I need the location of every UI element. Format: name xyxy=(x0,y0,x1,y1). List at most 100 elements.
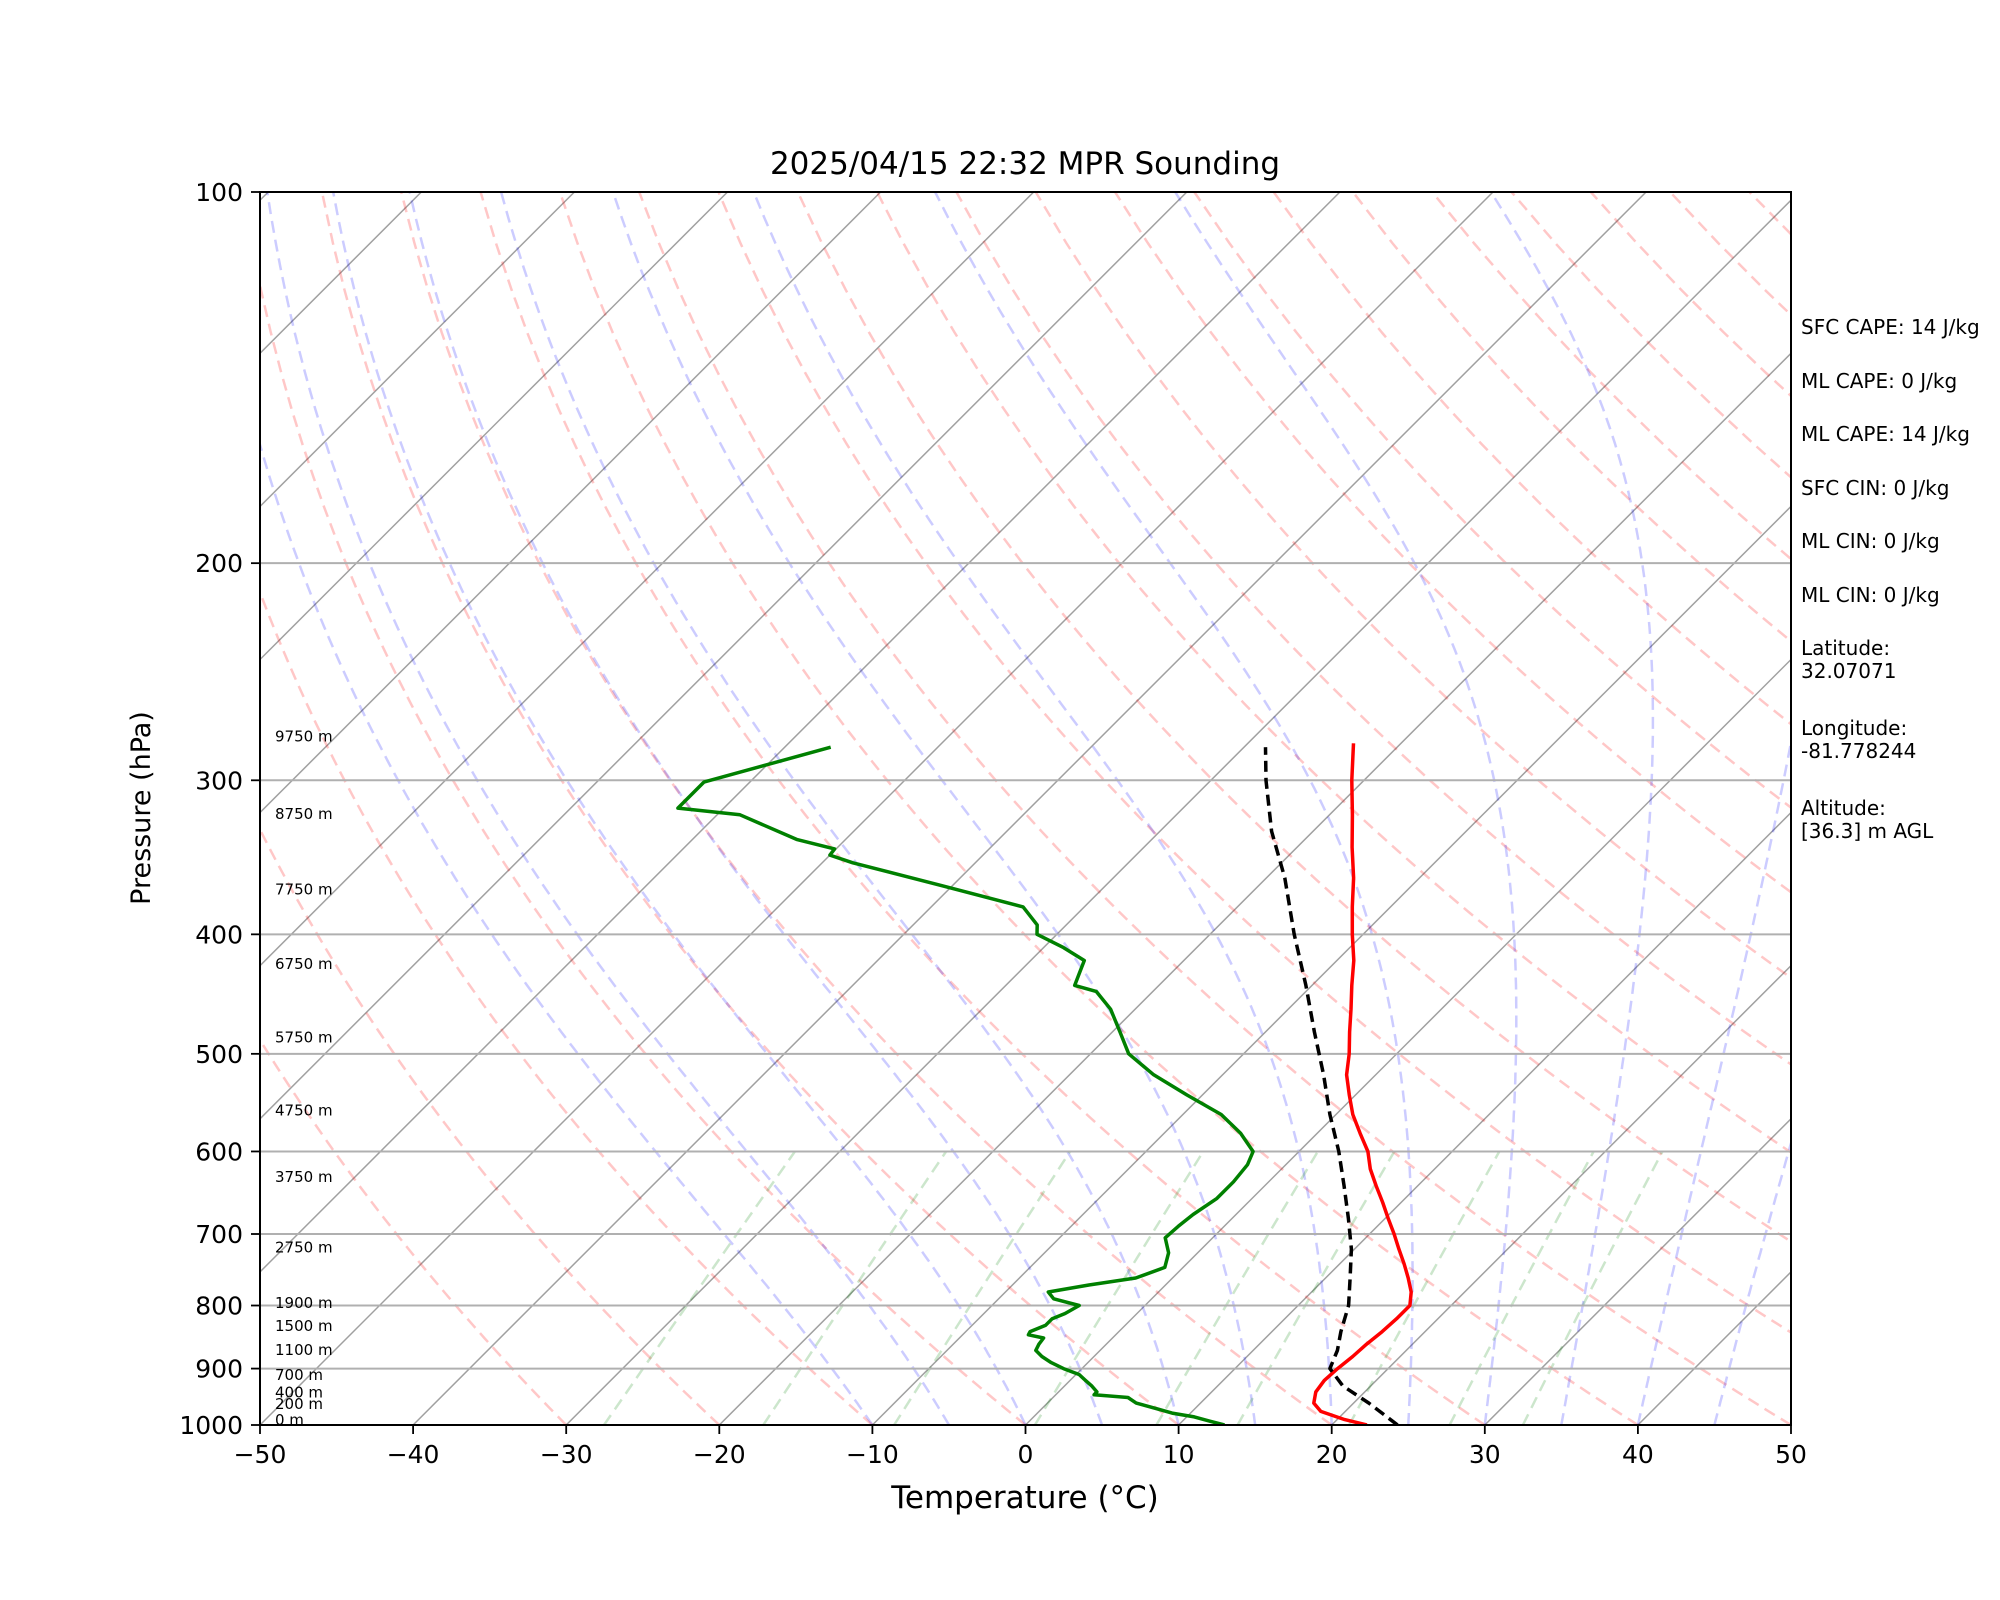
dry-adiabat-line xyxy=(1113,192,1791,894)
chart-title: 2025/04/15 22:32 MPR Sounding xyxy=(770,146,1280,182)
parameter-item: SFC CIN: 0 J/kg xyxy=(1801,475,1950,500)
isotherm-line xyxy=(260,192,1494,1425)
pressure-gridlines xyxy=(260,191,1791,1426)
height-label: 3750 m xyxy=(275,1168,333,1186)
y-tick-label: 900 xyxy=(195,1355,243,1384)
y-tick-label: 700 xyxy=(195,1220,243,1249)
height-label: 400 m xyxy=(275,1383,323,1401)
isotherm-line xyxy=(1178,811,1791,1425)
parameter-list: SFC CAPE: 14 J/kg ML CAPE: 0 J/kg ML CAPE:… xyxy=(1801,316,1997,607)
latitude-value: 32.07071 xyxy=(1801,659,1897,683)
parameter-item: ML CIN: 0 J/kg xyxy=(1801,582,1940,607)
x-tick-label: −30 xyxy=(540,1440,593,1469)
x-tick-label: 30 xyxy=(1469,1440,1501,1469)
x-tick-label: 40 xyxy=(1622,1440,1654,1469)
isotherm-line xyxy=(260,192,882,814)
moist-adiabat-line xyxy=(331,192,1027,1425)
plot-frame xyxy=(259,191,1792,1426)
moist-adiabat-line xyxy=(408,192,1104,1425)
longitude-block: Longitude: -81.778244 xyxy=(1801,717,1997,763)
moist-adiabat-line xyxy=(933,192,1414,1425)
isotherm-line xyxy=(0,192,115,1425)
y-tick-label: 100 xyxy=(195,178,243,207)
dry-adiabat-line xyxy=(260,826,721,1425)
reference-lines xyxy=(0,192,1791,1425)
temperature-line xyxy=(1312,743,1413,1425)
dry-adiabat-line xyxy=(796,192,1791,1244)
isotherm-line xyxy=(260,192,1035,967)
dry-adiabat-line xyxy=(638,192,1791,1425)
parameter-item: ML CAPE: 14 J/kg xyxy=(1801,422,1970,446)
isotherm-line xyxy=(1024,658,1791,1425)
isotherm-line xyxy=(718,352,1791,1425)
x-tick-label: 20 xyxy=(1316,1440,1348,1469)
moist-adiabat-line xyxy=(1174,192,1518,1425)
y-tick-label: 300 xyxy=(195,766,243,795)
latitude-block: Latitude: 32.07071 xyxy=(1801,637,1997,683)
height-label: 0 m xyxy=(275,1411,304,1429)
altitude-value: [36.3] m AGL xyxy=(1801,819,1934,843)
height-label: 1100 m xyxy=(275,1341,333,1359)
height-label: 700 m xyxy=(275,1366,323,1384)
y-tick-label: 200 xyxy=(195,549,243,578)
parameter-item: ML CAPE: 0 J/kg xyxy=(1801,368,1958,393)
x-tick-label: 10 xyxy=(1163,1440,1195,1469)
mixing-ratio-line xyxy=(893,1150,1072,1425)
height-label: 8750 m xyxy=(275,805,333,823)
dry-adiabat-line xyxy=(260,1037,568,1425)
x-tick-label: −20 xyxy=(693,1440,746,1469)
x-axis-label: Temperature (°C) xyxy=(890,1480,1159,1516)
y-tick-label: 1000 xyxy=(179,1411,243,1440)
dry-adiabat-line xyxy=(558,192,1639,1425)
isotherm-line xyxy=(1484,1117,1791,1425)
isotherm-line xyxy=(1331,964,1791,1425)
moist-adiabat-line xyxy=(752,192,1333,1425)
dry-adiabat-line xyxy=(320,192,1180,1425)
dry-adiabat-line xyxy=(479,192,1486,1425)
isotherm-line xyxy=(260,192,729,661)
x-tick-label: −10 xyxy=(846,1440,899,1469)
height-label: 1900 m xyxy=(275,1294,333,1312)
height-label: 5750 m xyxy=(275,1028,333,1046)
height-label: 9750 m xyxy=(275,727,333,745)
y-tick-label: 500 xyxy=(195,1040,243,1069)
height-label: 2750 m xyxy=(275,1238,333,1256)
latitude-label: Latitude: xyxy=(1801,636,1891,660)
x-tick-label: 50 xyxy=(1775,1440,1807,1469)
mixing-ratio-line xyxy=(602,1150,796,1425)
parameter-item: ML CIN: 0 J/kg xyxy=(1801,529,1940,553)
sounding-info-panel: SFC CAPE: 14 J/kg ML CAPE: 0 J/kg ML CAPE:… xyxy=(1801,316,1997,877)
dry-adiabat-line xyxy=(875,192,1791,1154)
y-tick-label: 400 xyxy=(195,920,243,949)
y-tick-label: 800 xyxy=(195,1292,243,1321)
dry-adiabat-line xyxy=(1034,192,1791,980)
height-label: 200 m xyxy=(275,1395,323,1413)
moist-adiabat-line xyxy=(499,192,1180,1425)
x-tick-label: −50 xyxy=(234,1440,287,1469)
dry-adiabat-line xyxy=(400,192,1333,1425)
y-axis-ticks: 100 200 300 400 500 600 700 800 900 1000 xyxy=(179,178,260,1440)
mixing-ratio-line xyxy=(1448,1150,1595,1425)
mixing-ratio-line xyxy=(1521,1150,1664,1425)
x-tick-label: −40 xyxy=(387,1440,440,1469)
isotherm-line xyxy=(871,505,1791,1425)
dry-adiabat-line xyxy=(717,192,1791,1334)
parameter-item: SFC CAPE: 14 J/kg xyxy=(1801,315,1980,339)
isotherm-line xyxy=(412,192,1647,1425)
dry-adiabat-line xyxy=(260,278,1027,1425)
height-label: 7750 m xyxy=(275,880,333,898)
height-label: 1500 m xyxy=(275,1317,333,1335)
altitude-label: Altitude: xyxy=(1801,796,1886,820)
longitude-value: -81.778244 xyxy=(1801,739,1917,763)
y-tick-label: 600 xyxy=(195,1137,243,1166)
x-axis-ticks: −50 −40 −30 −20 −10 0 10 20 30 40 50 xyxy=(234,1425,1807,1469)
height-label: 6750 m xyxy=(275,955,333,973)
dry-adiabat-line xyxy=(260,588,874,1425)
moist-adiabat-line xyxy=(611,192,1257,1425)
dewpoint-line xyxy=(676,745,1255,1425)
moist-adiabat-line xyxy=(1636,735,1791,1425)
y-axis-label: Pressure (hPa) xyxy=(126,711,157,905)
dry-adiabat-line xyxy=(955,192,1791,1066)
